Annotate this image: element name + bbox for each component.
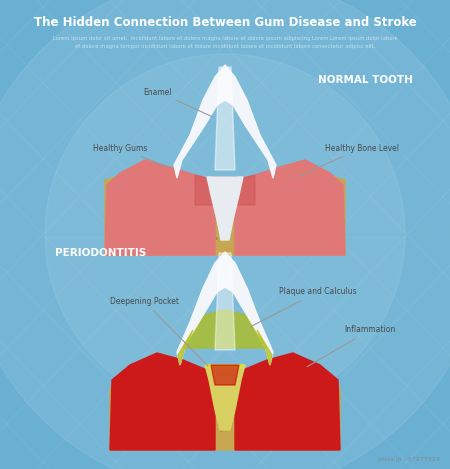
Polygon shape xyxy=(207,177,243,240)
Polygon shape xyxy=(105,160,215,255)
Polygon shape xyxy=(215,253,235,350)
Polygon shape xyxy=(178,310,272,365)
Polygon shape xyxy=(205,365,245,368)
Polygon shape xyxy=(235,175,255,205)
Polygon shape xyxy=(235,160,345,255)
Text: et dolore magna tempor incididunt labore et dolore incididunt labore et incididu: et dolore magna tempor incididunt labore… xyxy=(75,44,375,48)
Polygon shape xyxy=(213,177,237,215)
Text: Healthy Gums: Healthy Gums xyxy=(93,144,167,167)
Polygon shape xyxy=(110,385,340,450)
Polygon shape xyxy=(177,252,273,365)
Polygon shape xyxy=(105,175,345,255)
Circle shape xyxy=(45,54,405,414)
Text: The Hidden Connection Between Gum Disease and Stroke: The Hidden Connection Between Gum Diseas… xyxy=(34,15,416,29)
Text: Enamel: Enamel xyxy=(144,88,212,117)
Polygon shape xyxy=(211,365,239,385)
Polygon shape xyxy=(213,368,237,410)
Text: Lorem ipsum dolor sit amet,  incididunt labore et dolore magna labore et dolore : Lorem ipsum dolor sit amet, incididunt l… xyxy=(53,36,397,40)
Text: Deepening Pocket: Deepening Pocket xyxy=(111,297,208,366)
Text: Plaque and Calculus: Plaque and Calculus xyxy=(251,287,357,327)
Polygon shape xyxy=(235,353,340,450)
Text: pixta.jp - 57277323: pixta.jp - 57277323 xyxy=(378,457,440,462)
Text: NORMAL TOOTH: NORMAL TOOTH xyxy=(318,75,413,85)
Text: PERIODONTITIS: PERIODONTITIS xyxy=(55,248,146,258)
Polygon shape xyxy=(110,353,215,450)
Text: Inflammation: Inflammation xyxy=(307,325,396,367)
Polygon shape xyxy=(174,65,276,178)
Polygon shape xyxy=(215,67,235,170)
Polygon shape xyxy=(205,365,245,430)
Polygon shape xyxy=(195,175,215,205)
Text: Healthy Bone Level: Healthy Bone Level xyxy=(297,144,399,177)
